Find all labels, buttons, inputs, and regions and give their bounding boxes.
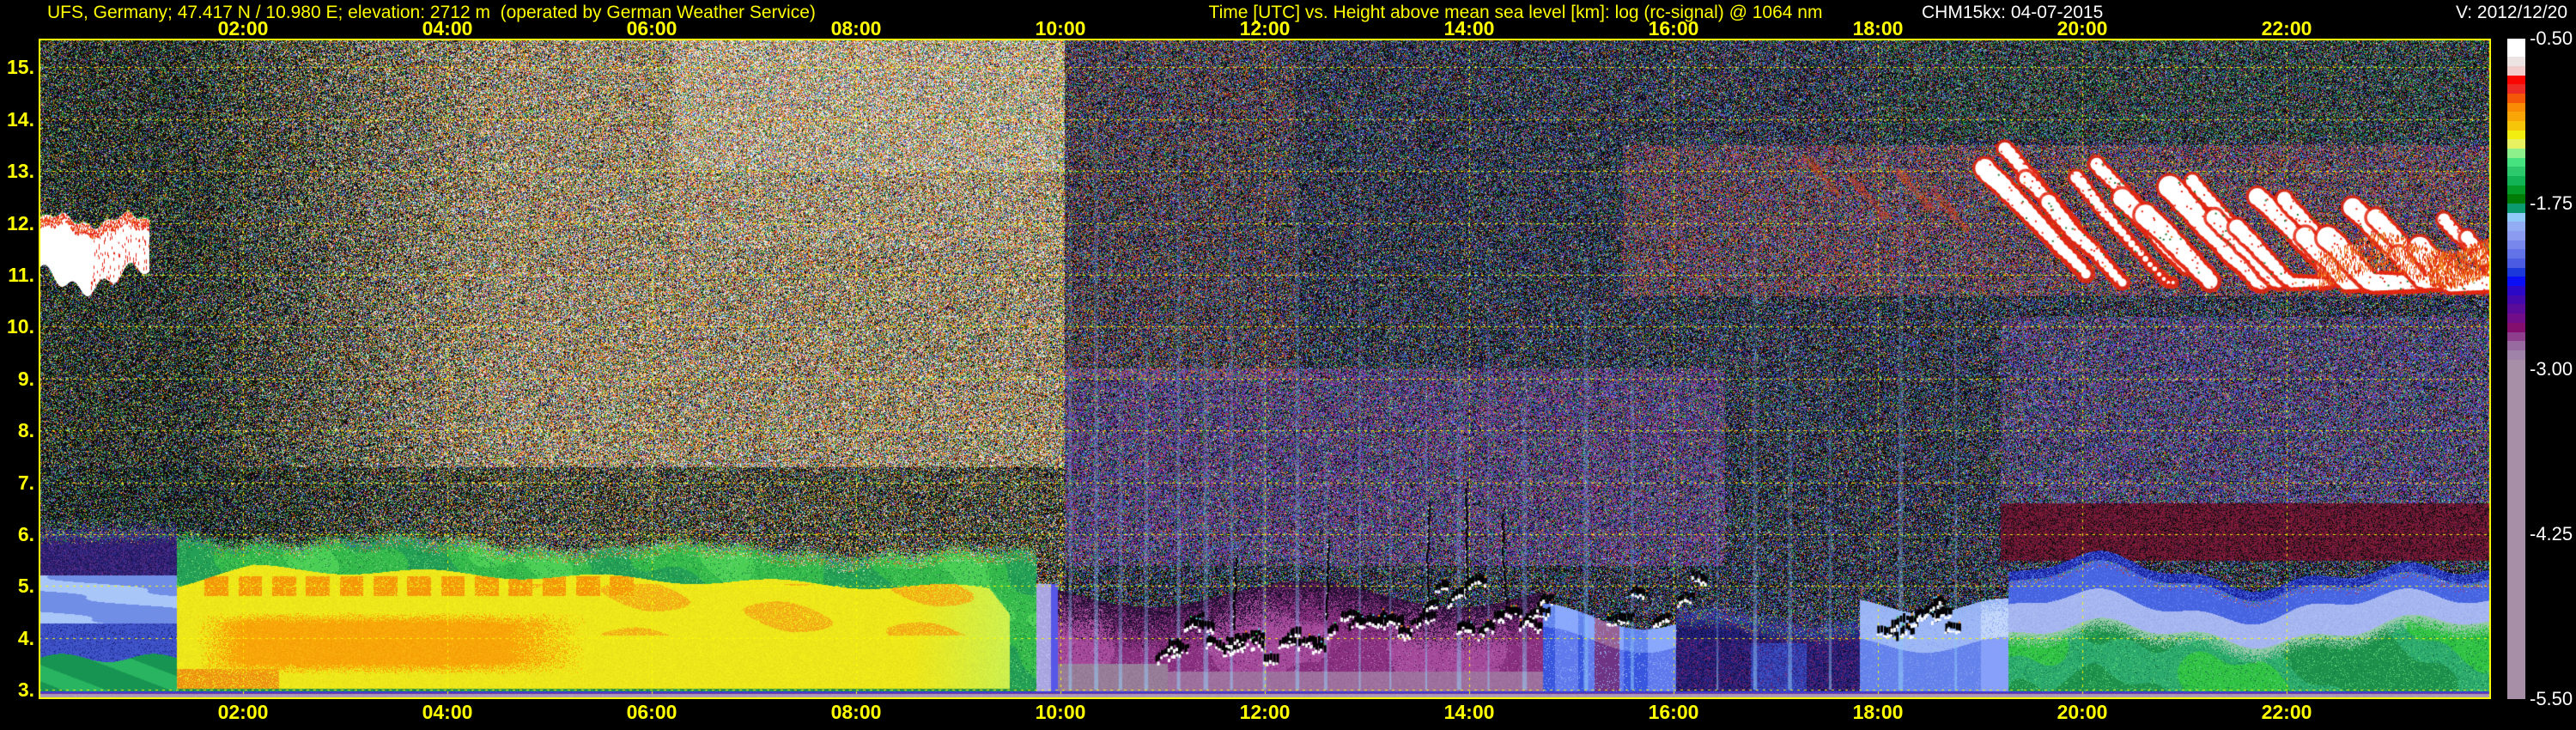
colorbar-segment [2507, 249, 2525, 259]
colorbar-segment [2507, 47, 2525, 58]
colorbar-segment [2507, 231, 2525, 240]
xlab-bottom-14:00: 14:00 [1443, 701, 1495, 723]
y-axis-label-9: 9. [17, 367, 34, 390]
colorbar-segment [2507, 295, 2525, 305]
xlab-top-12:00: 12:00 [1239, 17, 1291, 40]
xlab-bottom-18:00: 18:00 [1852, 701, 1904, 723]
colorbar [2507, 39, 2525, 699]
y-axis-label-14: 14. [7, 107, 34, 131]
xlab-top-02:00: 02:00 [217, 17, 269, 40]
colorbar-segment [2507, 222, 2525, 232]
colorbar-segment [2507, 75, 2525, 85]
colorbar-segment [2507, 139, 2525, 149]
instrument-date: CHM15kx: 04-07-2015 [1922, 3, 2104, 22]
xlab-top-10:00: 10:00 [1035, 17, 1086, 40]
colorbar-label--0.50: -0.50 [2530, 27, 2573, 49]
page-title: Time [UTC] vs. Height above mean sea lev… [1208, 3, 1823, 22]
colorbar-segment [2507, 286, 2525, 295]
colorbar-label--4.25: -4.25 [2530, 522, 2573, 544]
colorbar-segment [2507, 304, 2525, 314]
station-info: UFS, Germany; 47.417 N / 10.980 E; eleva… [47, 3, 816, 22]
colorbar-segment [2507, 332, 2525, 342]
colorbar-segment [2507, 267, 2525, 277]
colorbar-segment [2507, 149, 2525, 158]
y-axis-label-15: 15. [7, 56, 34, 79]
xlab-bottom-22:00: 22:00 [2261, 701, 2312, 723]
xlab-bottom-04:00: 04:00 [422, 701, 473, 723]
colorbar-segment [2507, 130, 2525, 140]
colorbar-segment [2507, 157, 2525, 167]
colorbar-segment [2507, 121, 2525, 131]
colorbar-segment [2507, 176, 2525, 186]
colorbar-segment [2507, 259, 2525, 268]
y-axis-label-12: 12. [7, 211, 34, 234]
colorbar-segment [2507, 194, 2525, 204]
colorbar-segment [2507, 57, 2525, 67]
y-axis-label-10: 10. [7, 315, 34, 338]
colorbar-segment [2507, 240, 2525, 250]
y-axis-label-8: 8. [17, 419, 34, 442]
xlab-bottom-08:00: 08:00 [830, 701, 882, 723]
colorbar-label--1.75: -1.75 [2530, 192, 2573, 215]
colorbar-segment [2507, 102, 2525, 113]
colorbar-segment [2507, 359, 2525, 369]
xlab-top-16:00: 16:00 [1648, 17, 1699, 40]
colorbar-segment [2507, 204, 2525, 213]
colorbar-segment [2507, 185, 2525, 195]
xlab-top-06:00: 06:00 [626, 17, 677, 40]
colorbar-segment [2507, 341, 2525, 350]
y-axis-label-3: 3. [17, 678, 34, 702]
xlab-top-22:00: 22:00 [2261, 17, 2312, 40]
xlab-top-14:00: 14:00 [1443, 17, 1495, 40]
colorbar-lower [2507, 368, 2525, 699]
colorbar-segment [2507, 84, 2525, 94]
xlab-bottom-20:00: 20:00 [2057, 701, 2108, 723]
y-axis-label-13: 13. [7, 160, 34, 183]
xlab-top-18:00: 18:00 [1852, 17, 1904, 40]
colorbar-segment [2507, 39, 2525, 48]
y-axis-label-4: 4. [17, 626, 34, 649]
colorbar-segment [2507, 167, 2525, 177]
xlab-bottom-10:00: 10:00 [1035, 701, 1086, 723]
colorbar-segment [2507, 212, 2525, 222]
colorbar-segment [2507, 313, 2525, 323]
xlab-top-08:00: 08:00 [830, 17, 882, 40]
y-axis-label-5: 5. [17, 575, 34, 598]
software-version: V: 2012/12/20 [2456, 3, 2567, 22]
xlab-bottom-02:00: 02:00 [217, 701, 269, 723]
y-axis-label-7: 7. [17, 471, 34, 494]
colorbar-segment [2507, 322, 2525, 332]
xlab-bottom-12:00: 12:00 [1239, 701, 1291, 723]
colorbar-segment [2507, 112, 2525, 122]
colorbar-segment [2507, 350, 2525, 360]
colorbar-segment [2507, 277, 2525, 287]
xlab-bottom-16:00: 16:00 [1648, 701, 1699, 723]
xlab-top-04:00: 04:00 [422, 17, 473, 40]
y-axis-label-6: 6. [17, 522, 34, 545]
ceilometer-heatmap-canvas [39, 39, 2491, 699]
colorbar-segment [2507, 66, 2525, 76]
colorbar-label--3.00: -3.00 [2530, 357, 2573, 380]
y-axis-label-11: 11. [8, 263, 34, 286]
xlab-bottom-06:00: 06:00 [626, 701, 677, 723]
colorbar-label--5.50: -5.50 [2530, 688, 2573, 709]
xlab-top-20:00: 20:00 [2057, 17, 2108, 40]
colorbar-segment [2507, 94, 2525, 103]
